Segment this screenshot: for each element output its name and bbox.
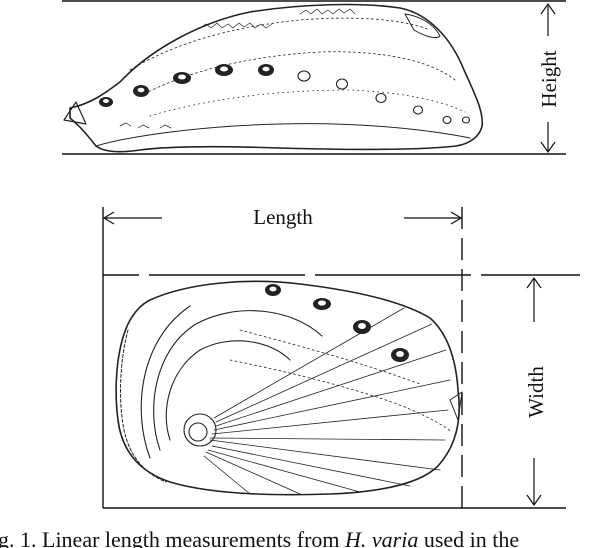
caption-prefix: g. 1. Linear length measurements from: [0, 527, 345, 548]
side-view-panel: Height: [62, 0, 566, 155]
width-label: Width: [524, 366, 548, 418]
top-view-panel: Length Width: [102, 205, 580, 509]
caption-species: H. varia: [344, 527, 418, 548]
shell-top-view-drawing: [115, 280, 463, 496]
height-arrow: [540, 2, 556, 154]
shell-side-view-drawing: [63, 3, 484, 153]
length-label: Length: [253, 205, 313, 229]
width-arrow: [526, 276, 542, 507]
length-arrow: [102, 211, 463, 225]
height-label: Height: [537, 50, 561, 107]
caption-suffix: used in the: [418, 527, 519, 548]
figure-caption: g. 1. Linear length measurements from H.…: [0, 527, 519, 548]
